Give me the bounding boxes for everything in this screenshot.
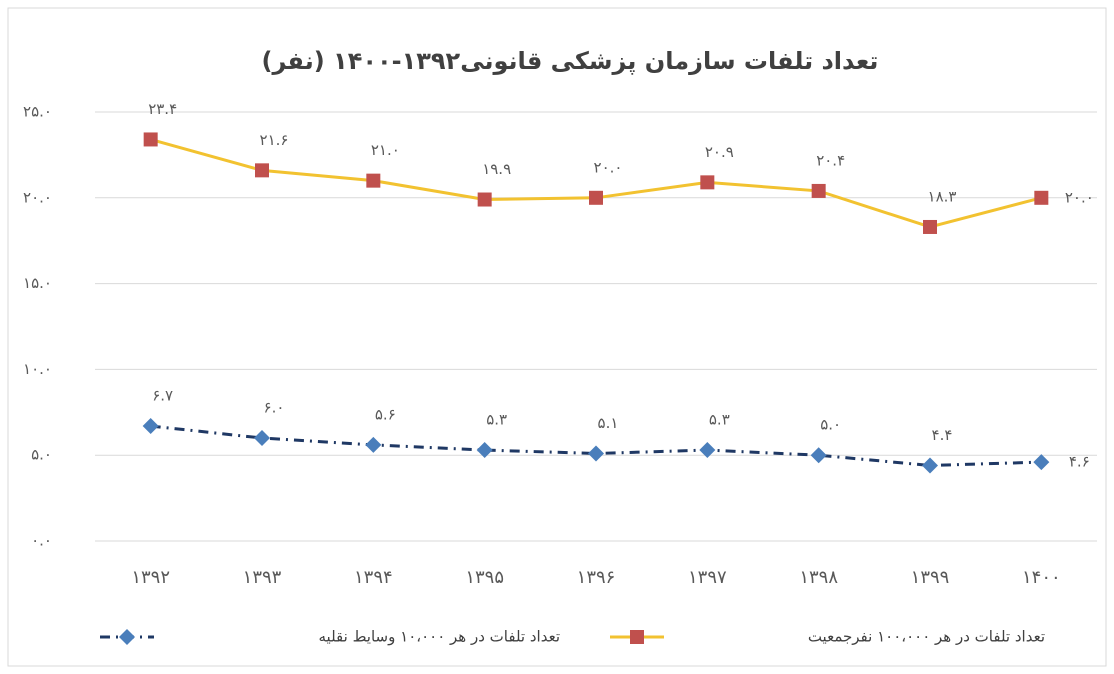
x-tick-label: ۱۳۹۴ (354, 567, 393, 588)
data-label: ۲۰.۰ (594, 158, 623, 176)
marker (699, 442, 716, 459)
x-tick-label: ۱۳۹۹ (911, 567, 950, 588)
marker (700, 175, 715, 190)
data-label: ۶.۷ (152, 387, 173, 405)
x-tick-label: ۱۳۹۲ (131, 567, 170, 588)
x-tick-label: ۱۴۰۰ (1022, 567, 1061, 588)
series-line (150, 424, 1042, 467)
marker (476, 442, 493, 459)
marker (811, 183, 826, 198)
x-tick-label: ۱۳۹۳ (243, 567, 282, 588)
data-label: ۲۱.۶ (260, 131, 289, 149)
data-label: ۱۸.۳ (928, 187, 957, 205)
data-label: ۵.۱ (598, 414, 619, 432)
data-label: ۲۱.۰ (371, 141, 400, 159)
data-label: ۵.۳ (486, 411, 507, 429)
y-tick-label: ۲۵.۰ (23, 103, 52, 121)
y-tick-label: ۱۰.۰ (23, 360, 52, 378)
y-tick-label: ۰.۰ (31, 532, 52, 550)
marker (365, 436, 382, 453)
marker (255, 163, 269, 178)
marker (477, 192, 492, 207)
data-label: ۴.۴ (932, 426, 953, 444)
data-label: ۵.۳ (709, 411, 730, 429)
data-label: ۲۳.۴ (148, 100, 177, 118)
marker (1034, 190, 1049, 205)
y-tick-label: ۲۰.۰ (23, 188, 52, 206)
marker (142, 418, 159, 435)
y-tick-label: ۱۵.۰ (23, 274, 52, 292)
data-label: ۱۹.۹ (482, 160, 511, 178)
legend-marker (630, 630, 644, 644)
data-label: ۲۰.۹ (705, 143, 734, 161)
marker (922, 457, 938, 474)
marker (254, 430, 270, 447)
data-label: ۵.۰ (820, 416, 841, 434)
legend-label: تعداد تلفات در هر ۱۰،۰۰۰ وسایط نقلیه (319, 628, 561, 646)
data-label: ۴.۶ (1069, 453, 1090, 471)
marker (589, 190, 603, 205)
legend-marker (119, 629, 135, 645)
marker (1033, 454, 1050, 471)
data-label: ۶.۰ (264, 399, 285, 417)
data-label: ۲۰.۰ (1065, 188, 1094, 206)
x-tick-label: ۱۳۹۶ (577, 567, 616, 588)
y-tick-label: ۵.۰ (31, 446, 52, 464)
marker (923, 219, 937, 234)
marker (810, 447, 827, 464)
data-label: ۵.۶ (375, 405, 396, 423)
chart-frame (7, 7, 1107, 667)
x-tick-label: ۱۳۹۸ (799, 567, 838, 588)
marker (143, 132, 158, 147)
chart-title: تعداد تلفات سازمان پزشکی قانونی۱۳۹۲-۱۴۰۰… (262, 47, 879, 75)
data-label: ۲۰.۴ (816, 151, 845, 169)
marker (366, 173, 381, 188)
legend-label: تعداد تلفات در هر ۱۰۰،۰۰۰ نفرجمعیت (808, 628, 1045, 646)
marker (588, 445, 604, 462)
x-tick-label: ۱۳۹۵ (465, 567, 504, 588)
x-tick-label: ۱۳۹۷ (688, 567, 727, 588)
